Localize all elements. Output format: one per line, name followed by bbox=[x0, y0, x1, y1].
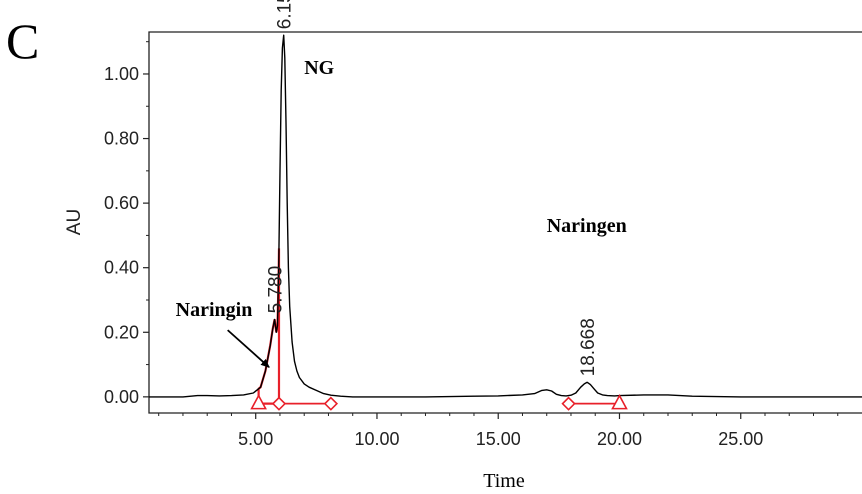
y-tick-label: 0.80 bbox=[104, 129, 139, 149]
retention-time-label: 18.668 bbox=[578, 318, 599, 376]
chromatogram-trace bbox=[149, 34, 862, 398]
y-tick-label: 0.60 bbox=[104, 193, 139, 213]
y-tick-label: 0.20 bbox=[104, 322, 139, 342]
y-tick-label: 1.00 bbox=[104, 64, 139, 84]
retention-time-label: 5.780 bbox=[266, 266, 287, 314]
panel-label: C bbox=[6, 13, 39, 69]
x-axis-title: Time bbox=[483, 470, 525, 492]
peak-boundary-diamond bbox=[561, 396, 576, 411]
integration-layer bbox=[257, 248, 620, 405]
compound-annotation: Naringin bbox=[176, 299, 253, 321]
peak-label-layer: 6.155 5.780 18.668 bbox=[266, 0, 600, 376]
x-tick-label: 15.00 bbox=[476, 429, 521, 449]
retention-time-label: 6.155 bbox=[275, 0, 296, 29]
y-axis-title: AU bbox=[64, 209, 85, 235]
x-tick-label: 5.00 bbox=[238, 429, 273, 449]
x-axis-ticks: 5.00 10.00 15.00 20.00 25.00 bbox=[158, 413, 839, 449]
x-tick-label: 10.00 bbox=[354, 429, 399, 449]
y-tick-label: 0.40 bbox=[104, 258, 139, 278]
compound-annotation: NG bbox=[304, 57, 334, 79]
y-tick-label: 0.00 bbox=[104, 387, 139, 407]
x-tick-label: 25.00 bbox=[718, 429, 763, 449]
plot-frame bbox=[148, 31, 862, 414]
annotation-arrow bbox=[227, 329, 270, 368]
peak-boundary-diamond bbox=[323, 396, 339, 411]
y-axis-ticks: 0.00 0.20 0.40 0.60 0.80 1.00 bbox=[104, 41, 149, 407]
compound-annotation: Naringen bbox=[547, 215, 627, 237]
series-layer bbox=[149, 34, 862, 398]
annotation-layer: NG Naringen Naringin bbox=[176, 57, 627, 368]
marker-layer bbox=[250, 393, 628, 411]
peak-boundary-triangle bbox=[250, 393, 267, 410]
x-tick-label: 20.00 bbox=[597, 429, 642, 449]
peak-boundary-triangle bbox=[611, 393, 628, 410]
peak-boundary-diamond bbox=[271, 396, 287, 411]
